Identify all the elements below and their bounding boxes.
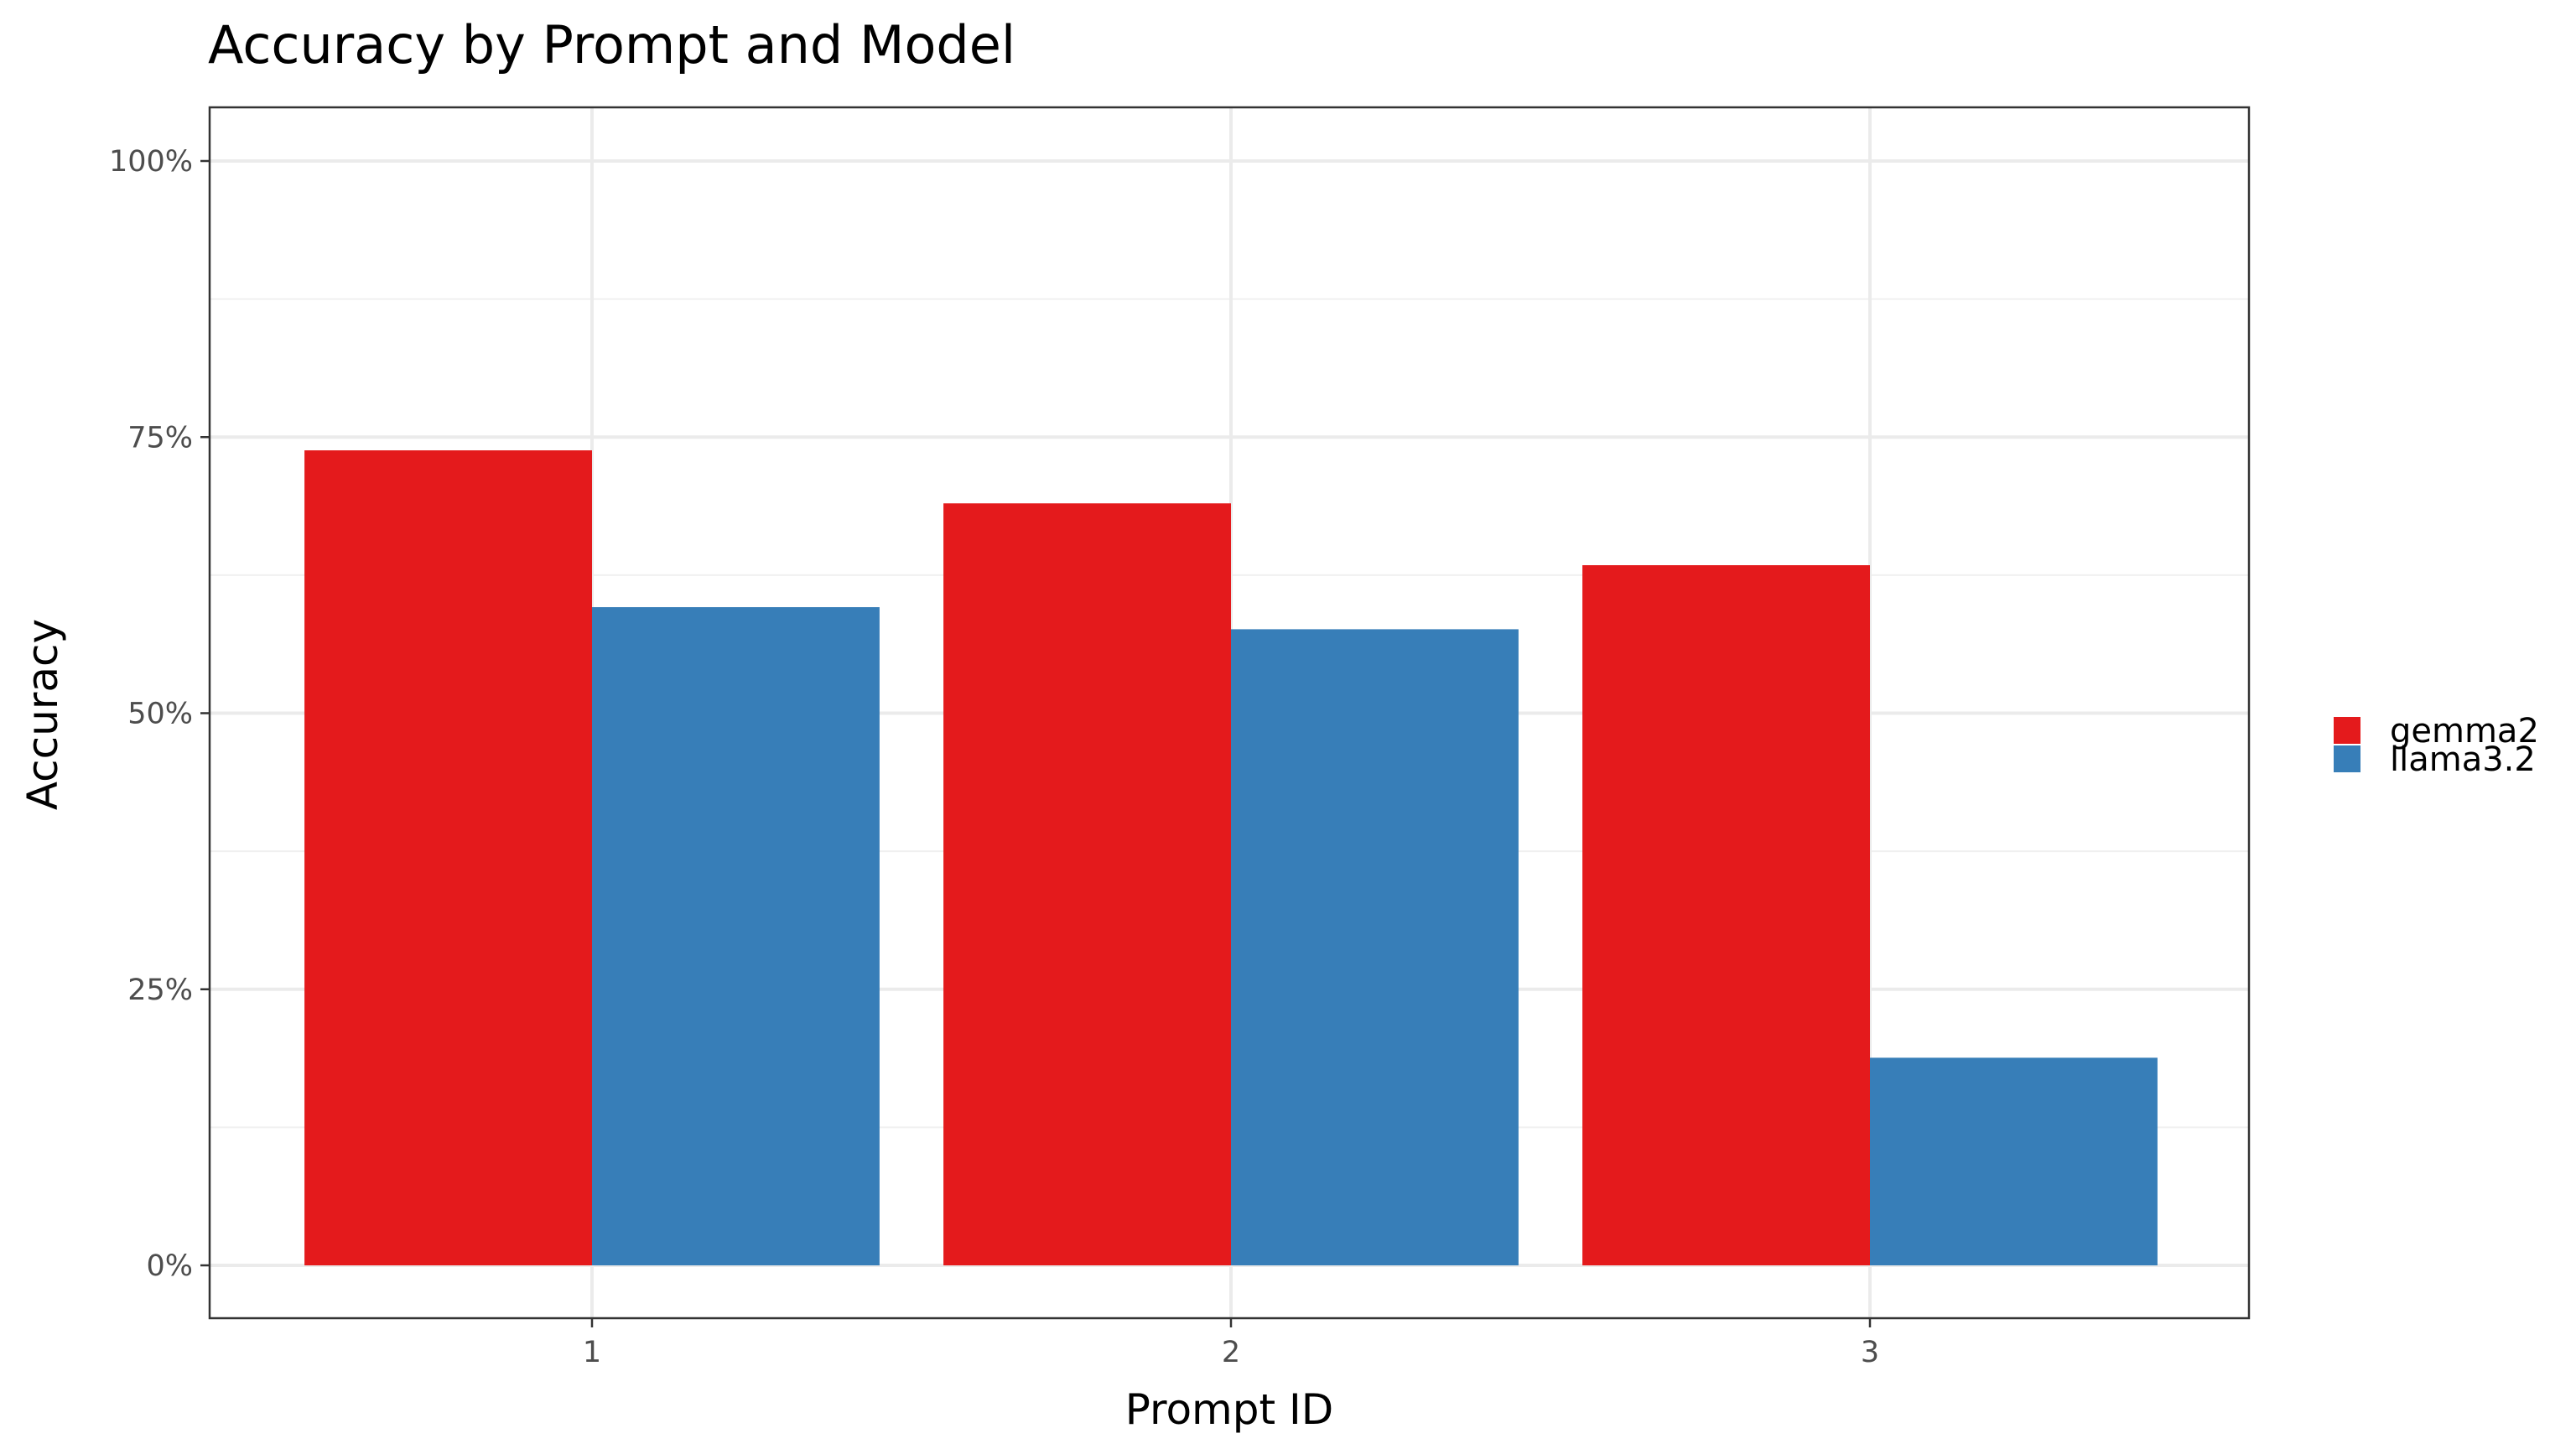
x-axis-title: Prompt ID [1125, 1385, 1334, 1434]
y-tick-label: 50% [127, 698, 193, 731]
y-axis-title: Accuracy [18, 619, 67, 810]
x-tick-label: 2 [1222, 1336, 1240, 1369]
y-tick-label: 75% [127, 421, 193, 454]
y-tick-label: 0% [146, 1249, 193, 1283]
y-tick-label: 25% [127, 974, 193, 1007]
legend-label-llama3.2: llama3.2 [2390, 740, 2536, 779]
y-tick-label: 100% [109, 145, 193, 179]
x-tick-label: 1 [583, 1336, 601, 1369]
bar-gemma2-prompt-3 [1582, 565, 1870, 1265]
bar-llama3.2-prompt-2 [1231, 629, 1519, 1265]
bar-gemma2-prompt-1 [304, 450, 592, 1265]
legend-label-gemma2: gemma2 [2390, 712, 2539, 750]
bar-gemma2-prompt-2 [943, 503, 1231, 1265]
bars [304, 450, 2158, 1265]
bar-llama3.2-prompt-1 [592, 607, 880, 1265]
bar-llama3.2-prompt-3 [1870, 1057, 2158, 1265]
legend-key-llama3.2 [2332, 744, 2362, 774]
y-axis: 0% 25% 50% 75% 100% [109, 145, 210, 1283]
legend-key-gemma2 [2332, 715, 2362, 745]
x-tick-label: 3 [1861, 1336, 1879, 1369]
chart-title: Accuracy by Prompt and Model [208, 14, 1015, 75]
x-axis: 1 2 3 [583, 1318, 1879, 1369]
